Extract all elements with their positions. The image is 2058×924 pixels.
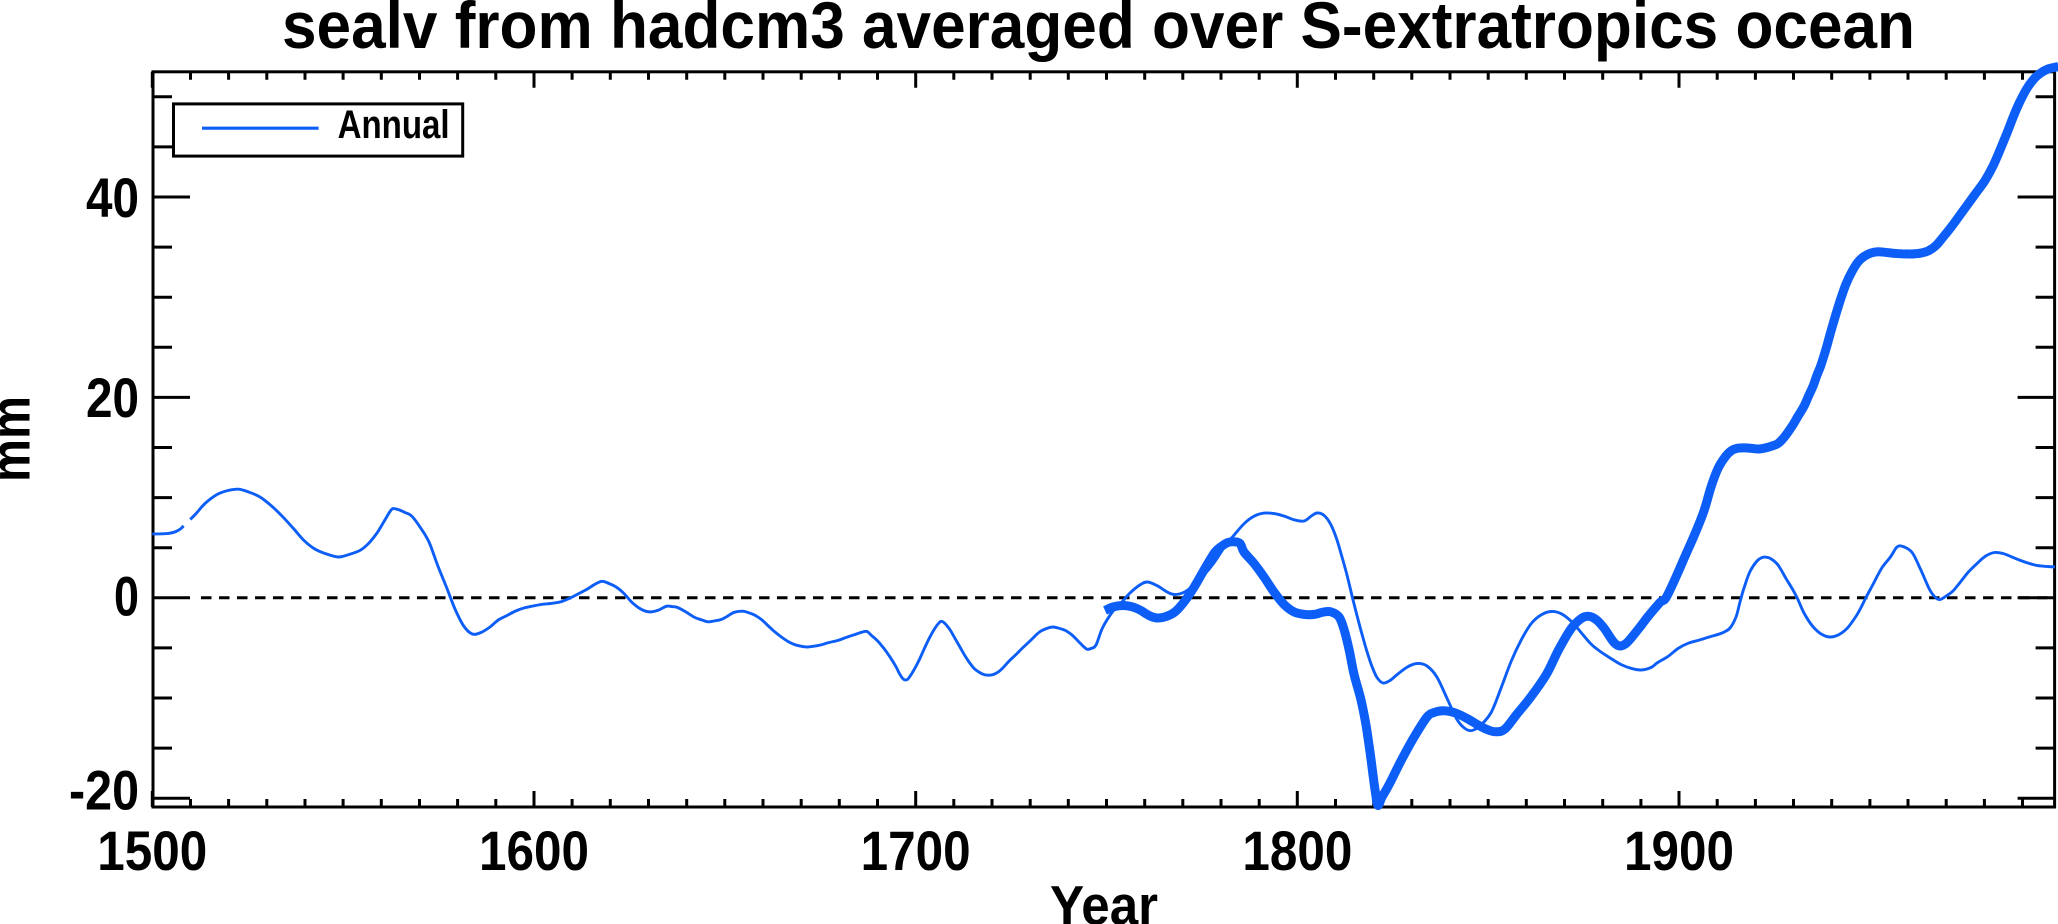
svg-text:1900: 1900 (1624, 819, 1734, 882)
svg-text:Annual: Annual (338, 103, 450, 147)
svg-text:40: 40 (86, 166, 139, 229)
svg-text:1800: 1800 (1242, 819, 1352, 882)
svg-text:1500: 1500 (97, 819, 207, 882)
svg-text:-20: -20 (69, 758, 139, 821)
svg-text:0: 0 (114, 564, 139, 627)
svg-text:1700: 1700 (861, 819, 971, 882)
svg-text:20: 20 (86, 366, 139, 429)
svg-text:1600: 1600 (479, 819, 589, 882)
svg-text:mm: mm (0, 396, 42, 482)
svg-text:sealv from hadcm3 averaged ove: sealv from hadcm3 averaged over S-extrat… (282, 0, 1915, 62)
svg-text:Year: Year (1050, 873, 1158, 924)
